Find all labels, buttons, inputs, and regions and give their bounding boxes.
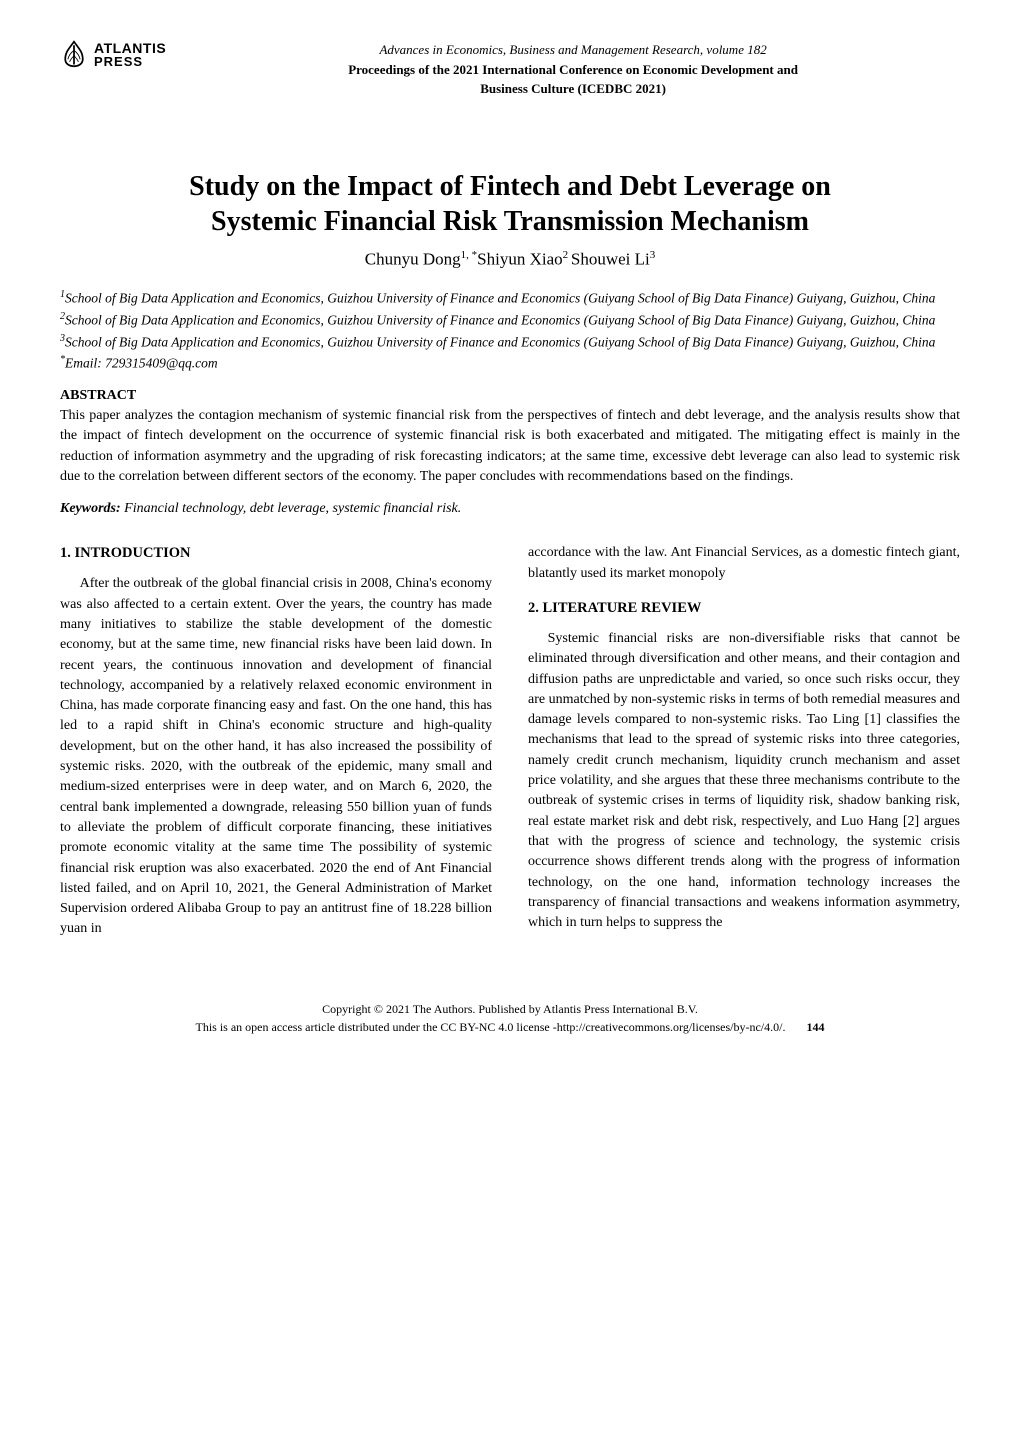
publisher-name-line2: PRESS xyxy=(94,55,166,68)
affiliations-block: 1School of Big Data Application and Econ… xyxy=(60,287,960,374)
keywords-text: Financial technology, debt leverage, sys… xyxy=(121,501,462,516)
publisher-logo: ATLANTIS PRESS xyxy=(60,40,166,68)
authors-line: Chunyu Dong1, *Shiyun Xiao2 Shouwei Li3 xyxy=(60,249,960,270)
footer-copyright: Copyright © 2021 The Authors. Published … xyxy=(60,1000,960,1018)
affiliation-1: 1School of Big Data Application and Econ… xyxy=(60,287,960,309)
proceedings-line1: Proceedings of the 2021 International Co… xyxy=(186,60,960,80)
section-1-continuation: accordance with the law. Ant Financial S… xyxy=(528,543,960,584)
corresponding-email: *Email: 729315409@qq.com xyxy=(60,352,960,374)
page-number: 144 xyxy=(806,1018,824,1036)
right-column: accordance with the law. Ant Financial S… xyxy=(528,543,960,939)
author-2-name: Shiyun Xiao xyxy=(477,249,562,268)
header-meta: Advances in Economics, Business and Mana… xyxy=(186,40,960,99)
author-2-sup: 2 xyxy=(563,249,571,261)
footer-license-line: This is an open access article distribut… xyxy=(60,1018,960,1036)
section-1-heading: 1. INTRODUCTION xyxy=(60,543,492,564)
email-label: Email: xyxy=(65,356,105,371)
affiliation-3-text: School of Big Data Application and Econo… xyxy=(65,334,935,349)
atlantis-leaf-icon xyxy=(60,40,88,68)
title-line1: Study on the Impact of Fintech and Debt … xyxy=(189,171,831,202)
paper-title: Study on the Impact of Fintech and Debt … xyxy=(60,169,960,239)
author-1-name: Chunyu Dong xyxy=(365,249,461,268)
affiliation-2: 2School of Big Data Application and Econ… xyxy=(60,309,960,331)
two-column-body: 1. INTRODUCTION After the outbreak of th… xyxy=(60,543,960,939)
email-value: 729315409@qq.com xyxy=(105,356,218,371)
abstract-heading: ABSTRACT xyxy=(60,388,960,404)
section-2-heading: 2. LITERATURE REVIEW xyxy=(528,598,960,619)
affiliation-1-text: School of Big Data Application and Econo… xyxy=(65,291,935,306)
footer-license: This is an open access article distribut… xyxy=(196,1020,786,1034)
author-1-sup: 1, * xyxy=(461,249,478,261)
publisher-name-line1: ATLANTIS xyxy=(94,41,166,55)
page-header: ATLANTIS PRESS Advances in Economics, Bu… xyxy=(60,40,960,99)
section-2-body: Systemic financial risks are non-diversi… xyxy=(528,629,960,933)
proceedings-line2: Business Culture (ICEDBC 2021) xyxy=(186,79,960,99)
author-3-sup: 3 xyxy=(650,249,656,261)
series-line: Advances in Economics, Business and Mana… xyxy=(186,40,960,60)
affiliation-3: 3School of Big Data Application and Econ… xyxy=(60,331,960,353)
page-footer: Copyright © 2021 The Authors. Published … xyxy=(60,1000,960,1036)
abstract-body: This paper analyzes the contagion mechan… xyxy=(60,406,960,487)
title-line2: Systemic Financial Risk Transmission Mec… xyxy=(211,206,809,237)
author-3-name: Shouwei Li xyxy=(571,249,650,268)
left-column: 1. INTRODUCTION After the outbreak of th… xyxy=(60,543,492,939)
keywords-label: Keywords: xyxy=(60,501,121,516)
affiliation-2-text: School of Big Data Application and Econo… xyxy=(65,312,935,327)
section-1-body: After the outbreak of the global financi… xyxy=(60,574,492,939)
keywords-line: Keywords: Financial technology, debt lev… xyxy=(60,501,960,517)
publisher-logo-text: ATLANTIS PRESS xyxy=(94,41,166,68)
